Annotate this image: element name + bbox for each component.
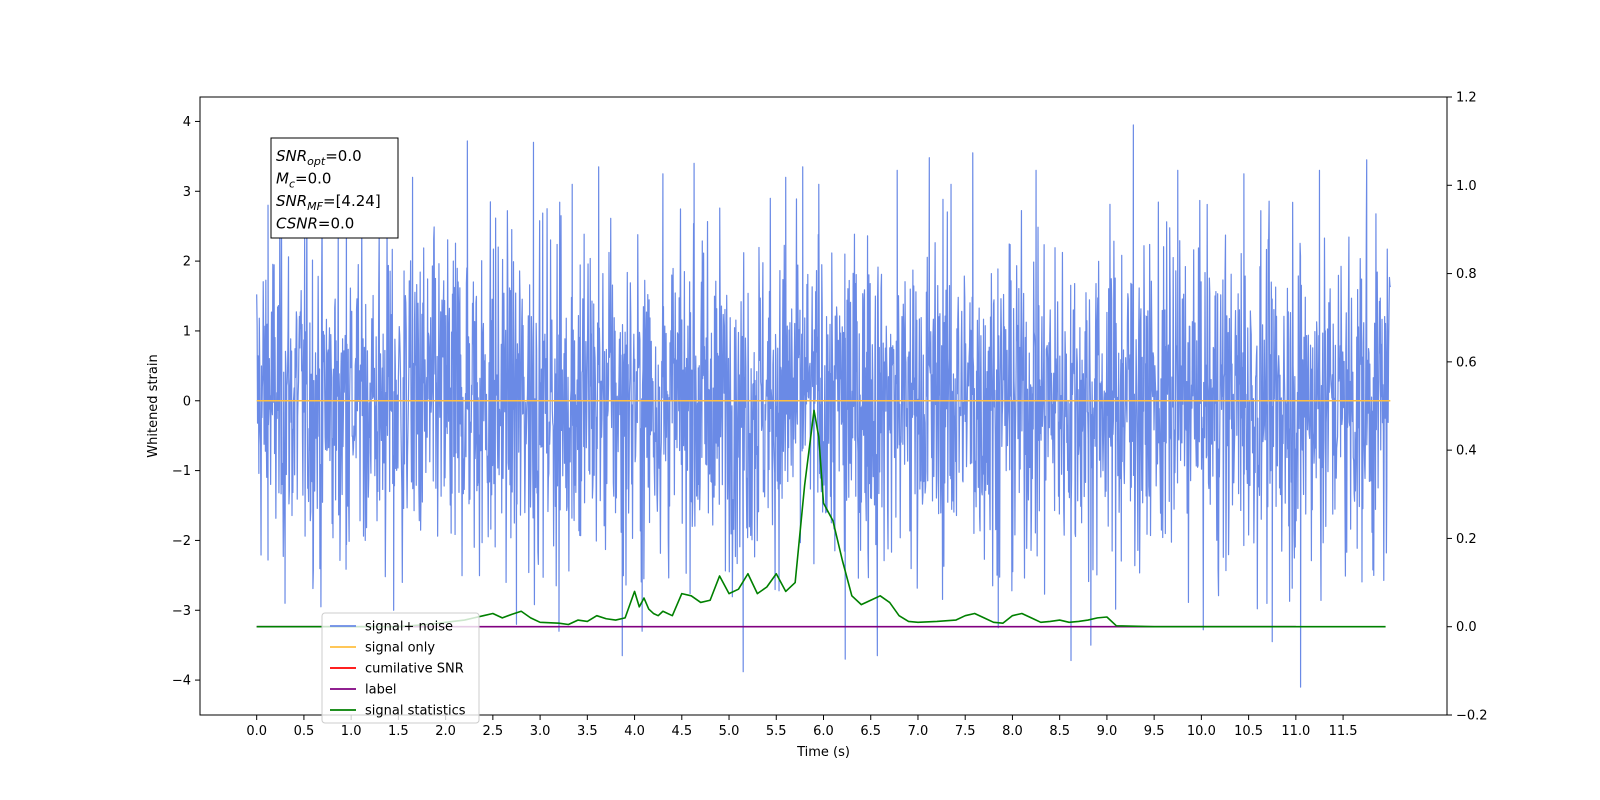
x-tick-label: 3.0 [530, 724, 551, 739]
x-tick-label: 2.5 [483, 724, 504, 739]
y-right-tick-label: 0.4 [1456, 444, 1477, 459]
x-tick-label: 9.5 [1144, 724, 1165, 739]
legend-label: signal statistics [365, 704, 466, 719]
y-tick-label: 4 [183, 115, 191, 130]
y-tick-label: 3 [183, 185, 191, 200]
legend-label: signal+ noise [365, 620, 453, 635]
x-tick-label: 1.0 [341, 724, 362, 739]
y-tick-label: −3 [172, 604, 191, 619]
x-tick-label: 3.5 [577, 724, 598, 739]
x-tick-label: 5.0 [719, 724, 740, 739]
x-tick-label: 8.5 [1049, 724, 1070, 739]
x-tick-label: 11.0 [1281, 724, 1310, 739]
annotation-line: SNRMF=[4.24] [276, 192, 381, 213]
y-right-tick-label: 0.6 [1456, 355, 1477, 370]
x-tick-label: 10.0 [1187, 724, 1216, 739]
y-tick-label: −2 [172, 534, 191, 549]
legend: signal+ noise signal only cumilative SNR la… [322, 613, 479, 723]
y-right-tick-label: 0.2 [1456, 532, 1477, 547]
y-right-tick-label: 1.2 [1456, 91, 1477, 106]
annotation-line: CSNR=0.0 [276, 215, 354, 233]
x-tick-label: 7.0 [908, 724, 929, 739]
x-tick-label: 11.5 [1329, 724, 1358, 739]
x-axis-label: Time (s) [796, 745, 850, 760]
y-tick-label: 0 [183, 394, 191, 409]
y-tick-label: 1 [183, 324, 191, 339]
x-tick-label: 4.0 [624, 724, 645, 739]
x-tick-label: 0.5 [294, 724, 315, 739]
y-tick-label: −1 [172, 464, 191, 479]
x-tick-label: 6.5 [860, 724, 881, 739]
x-tick-label: 7.5 [955, 724, 976, 739]
x-tick-label: 6.0 [813, 724, 834, 739]
y-right-tick-label: 1.0 [1456, 179, 1477, 194]
y-right-tick-label: −0.2 [1456, 709, 1488, 724]
annotation-line: Mc=0.0 [276, 170, 331, 191]
x-tick-label: 0.0 [246, 724, 267, 739]
y-axis-label: Whitened strain [146, 354, 161, 457]
y-right-tick-label: 0.8 [1456, 267, 1477, 282]
legend-label: signal only [365, 641, 435, 656]
x-tick-label: 8.0 [1002, 724, 1023, 739]
x-tick-label: 5.5 [766, 724, 787, 739]
x-tick-label: 2.0 [435, 724, 456, 739]
x-tick-label: 1.5 [388, 724, 409, 739]
y-tick-label: −4 [172, 674, 191, 689]
legend-label: cumilative SNR [365, 662, 464, 677]
legend-label: label [365, 683, 396, 698]
y-tick-label: 2 [183, 255, 191, 270]
x-tick-label: 10.5 [1234, 724, 1263, 739]
y-right-tick-label: 0.0 [1456, 620, 1477, 635]
x-tick-label: 9.0 [1097, 724, 1118, 739]
x-tick-label: 4.5 [671, 724, 692, 739]
